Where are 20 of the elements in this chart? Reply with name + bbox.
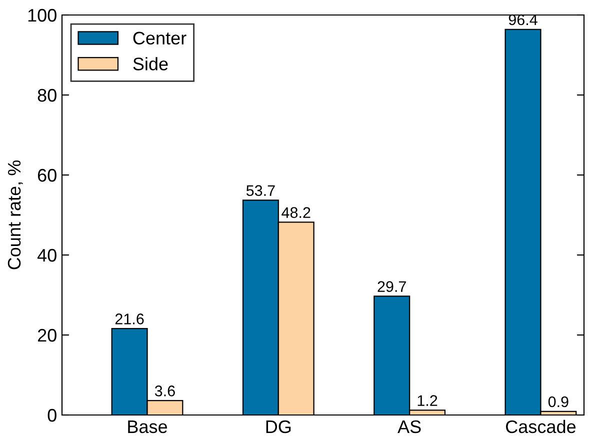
y-tick-label: 80: [38, 88, 56, 102]
data-label: 53.7: [246, 185, 275, 196]
y-axis-title: Count rate, %: [8, 160, 23, 270]
x-tick-label: Cascade: [506, 420, 576, 434]
y-tick-label: 20: [38, 328, 56, 342]
x-tick-label: Base: [128, 420, 168, 434]
legend-label: Center: [133, 32, 186, 45]
y-tick-label: 40: [37, 248, 56, 262]
x-tick-label: DG: [266, 420, 291, 434]
data-label: 1.2: [418, 395, 438, 406]
data-label: 0.9: [548, 396, 568, 408]
data-label: 48.2: [282, 207, 310, 218]
data-label: 3.6: [154, 386, 175, 396]
data-label: 29.7: [378, 281, 406, 292]
legend-label: Side: [133, 57, 168, 70]
y-tick-label: 60: [38, 168, 56, 182]
data-label: 21.6: [115, 314, 144, 324]
y-tick-label: 100: [28, 8, 56, 22]
y-tick-label: 0: [48, 408, 56, 422]
x-tick-label: AS: [398, 420, 421, 434]
